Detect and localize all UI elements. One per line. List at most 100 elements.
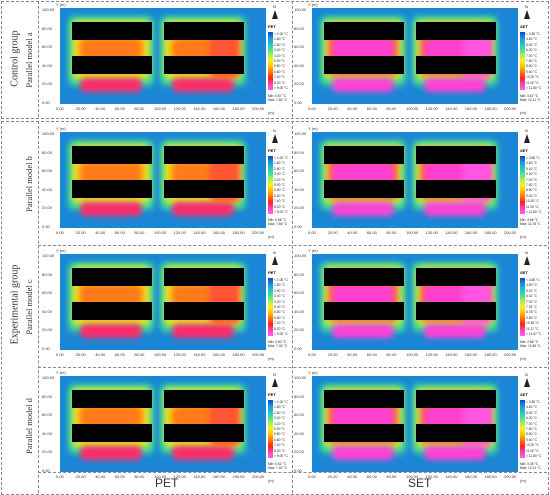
north-arrow-icon: N <box>273 4 276 9</box>
set-panel-1: Y (m) 100.00 80.00 60.00 40.00 20.00 0.00 0.00 2… <box>294 2 546 120</box>
min-value: Min: 0.62 °C <box>268 462 287 466</box>
x-tick-label: 100.00 <box>406 106 419 111</box>
north-arrow-icon <box>272 256 278 265</box>
min-value: Min: 3.67 °C <box>520 94 539 98</box>
building-block <box>72 302 152 320</box>
building-block <box>164 180 244 198</box>
y-tick-label: 20.00 <box>42 327 53 332</box>
x-tick-label: 100.00 <box>406 230 419 235</box>
x-tick-label: 160.00 <box>212 106 226 111</box>
y-tick-label: 100.00 <box>42 131 55 136</box>
building-block <box>324 22 404 40</box>
legend-item: > 9.00 °C <box>274 86 288 90</box>
x-tick-label: 120.00 <box>173 230 186 235</box>
x-tick-label: 160.00 <box>464 106 478 111</box>
building-block <box>164 22 244 40</box>
legend-item: 11.00 °C <box>526 204 539 209</box>
y-axis-unit: Y (m) <box>308 2 318 7</box>
legend-item: 7.40 °C <box>274 443 286 448</box>
y-tick-label: 20.00 <box>294 449 305 454</box>
legend-item: 8.20 °C <box>274 80 286 85</box>
x-tick-label: 120.00 <box>425 230 438 235</box>
x-tick-label: 200.00 <box>252 352 265 357</box>
pet-legend-title: PET <box>268 270 276 275</box>
heat-zone <box>332 202 394 216</box>
y-tick-label: 60.00 <box>294 168 305 173</box>
x-axis-unit: (m) <box>520 234 526 239</box>
y-tick-label: 60.00 <box>42 290 53 295</box>
building-block <box>324 268 404 286</box>
x-tick-label: 60.00 <box>366 106 377 111</box>
legend-item: 7.03 °C <box>526 299 538 304</box>
x-tick-label: 20.00 <box>75 474 86 479</box>
legend-item: > 11.97 °C <box>526 332 542 336</box>
row-divider-b-c <box>38 245 547 246</box>
legend-item: > 11.80 °C <box>526 454 542 458</box>
building-block <box>164 302 244 320</box>
legend-item: 8.20 °C <box>274 448 286 453</box>
x-axis-unit: (m) <box>268 478 274 483</box>
legend-item: 5.80 °C <box>274 64 286 69</box>
legend-item: 7.40 °C <box>274 75 286 80</box>
x-tick-label: 60.00 <box>366 352 377 357</box>
north-arrow-icon: N <box>525 4 528 9</box>
x-tick-label: 180.00 <box>484 106 497 111</box>
set-legend-title: SET <box>520 392 528 397</box>
x-tick-label: 160.00 <box>464 474 478 479</box>
x-tick-label: 160.00 <box>212 474 226 479</box>
heat-zone <box>424 78 486 92</box>
min-value: Min: 3.66 °C <box>520 218 539 222</box>
legend-item: 10.20 °C <box>526 199 539 204</box>
pet-legend-title: PET <box>268 24 276 29</box>
x-tick-label: 160.00 <box>212 352 226 357</box>
x-tick-label: 60.00 <box>114 474 125 479</box>
y-tick-label: 60.00 <box>294 290 305 295</box>
legend-item: 3.40 °C <box>274 416 286 421</box>
y-axis-unit: Y (m) <box>308 248 318 253</box>
x-tick-label: 140.00 <box>445 230 458 235</box>
y-tick-label: 40.00 <box>294 186 305 192</box>
heat-zone <box>424 446 486 460</box>
legend-item: 4.20 °C <box>274 421 286 426</box>
max-value: Max: 7.46 °C <box>268 344 288 348</box>
building-block <box>324 424 404 442</box>
y-axis-unit: Y (m) <box>56 2 66 7</box>
legend-item: 7.92 °C <box>526 305 538 309</box>
pet-color-scale <box>268 156 273 214</box>
legend-item: 4.20 °C <box>274 53 286 58</box>
y-tick-label: 60.00 <box>42 168 53 173</box>
x-tick-label: 60.00 <box>366 230 377 235</box>
pet-color-scale <box>268 278 273 336</box>
legend-item: 9.59 °C <box>526 315 538 320</box>
legend-item: 9.40 °C <box>526 193 538 198</box>
legend-item: 1.80 °C <box>274 283 286 288</box>
pet-heatmap-plot <box>60 254 266 350</box>
heat-zone <box>80 324 142 338</box>
x-tick-label: 40.00 <box>347 352 358 357</box>
legend-item: < 3.80 °C <box>526 32 540 36</box>
building-block <box>416 268 496 286</box>
heat-zone <box>80 78 142 92</box>
legend-item: 6.31 °C <box>526 294 538 299</box>
x-tick-label: 200.00 <box>252 106 265 111</box>
legend-item: 3.40 °C <box>274 172 286 177</box>
x-axis-unit: (m) <box>268 356 274 361</box>
legend-item: 5.00 °C <box>274 183 286 187</box>
experimental-column-separator <box>292 121 293 493</box>
x-tick-label: 160.00 <box>464 230 478 235</box>
row-label-d: Parallel model d <box>24 398 34 454</box>
y-tick-label: 100.00 <box>294 253 307 258</box>
set-heatmap-plot <box>312 132 518 228</box>
x-tick-label: 120.00 <box>173 352 186 357</box>
set-panel-4: Y (m) 100.00 80.00 60.00 40.00 20.00 0.00 0.00 2… <box>294 370 546 488</box>
x-tick-label: 20.00 <box>327 352 338 357</box>
pet-color-scale <box>268 32 273 90</box>
x-tick-label: 0.00 <box>56 352 64 357</box>
building-block <box>416 22 496 40</box>
y-tick-label: 40.00 <box>42 308 53 314</box>
building-block <box>324 56 404 74</box>
y-tick-label: 80.00 <box>42 149 53 155</box>
legend-item: < 3.80 °C <box>526 400 540 404</box>
legend-item: 5.80 °C <box>274 432 286 437</box>
legend-item: 3.40 °C <box>274 48 286 53</box>
